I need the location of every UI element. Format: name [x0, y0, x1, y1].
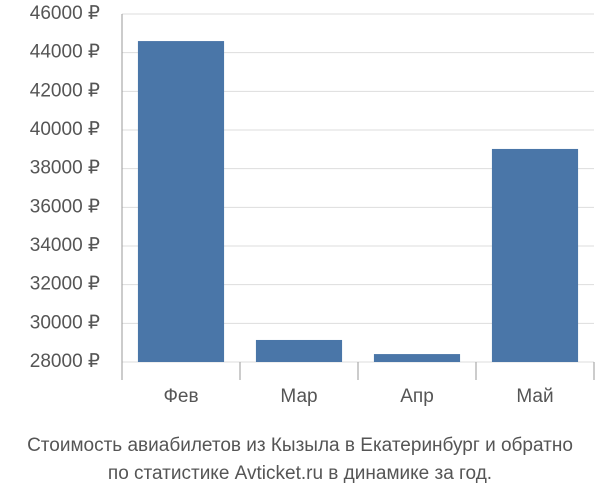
- bar: [137, 41, 225, 363]
- y-tick-label: 42000 ₽: [30, 80, 100, 101]
- y-tick-label: 38000 ₽: [30, 158, 100, 179]
- y-tick-label: 36000 ₽: [30, 196, 100, 217]
- y-tick-label: 46000 ₽: [30, 3, 100, 24]
- y-tick-label: 30000 ₽: [30, 312, 100, 333]
- x-tick-label: Мар: [280, 386, 317, 407]
- x-tick-label: Фев: [163, 386, 198, 407]
- y-tick-label: 40000 ₽: [30, 119, 100, 140]
- bar: [491, 148, 579, 362]
- chart-title: Стоимость авиабилетов из Кызыла в Екатер…: [27, 435, 573, 456]
- y-tick-label: 28000 ₽: [30, 351, 100, 372]
- y-tick-label: 44000 ₽: [30, 42, 100, 63]
- y-tick-label: 34000 ₽: [30, 235, 100, 256]
- x-tick-label: Май: [516, 386, 553, 407]
- bar: [373, 354, 461, 362]
- chart-title: по статистике Avticket.ru в динамике за …: [108, 463, 492, 484]
- bar: [255, 339, 343, 362]
- y-tick-label: 32000 ₽: [30, 274, 100, 295]
- x-tick-label: Апр: [400, 386, 434, 407]
